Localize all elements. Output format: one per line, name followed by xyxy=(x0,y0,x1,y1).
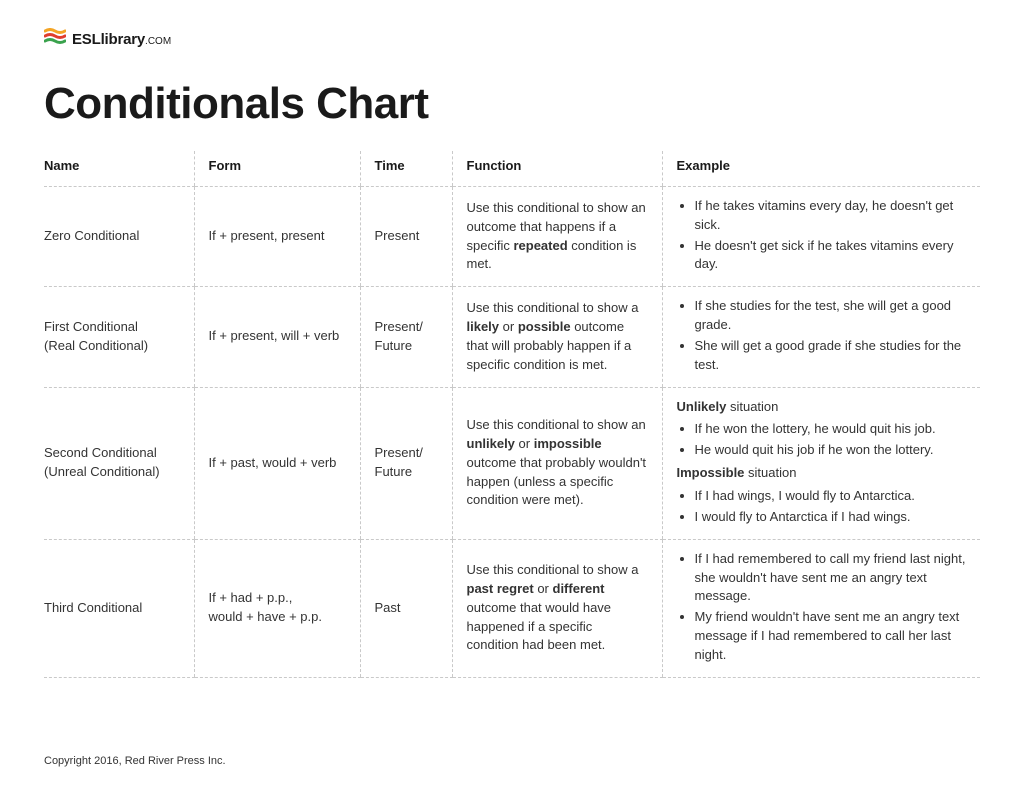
table-header-row: Name Form Time Function Example xyxy=(44,151,980,186)
cell-form: If + present, will + verb xyxy=(194,287,360,387)
cell-function: Use this conditional to show an unlikely… xyxy=(452,387,662,539)
cell-time: Past xyxy=(360,539,452,677)
copyright-footer: Copyright 2016, Red River Press Inc. xyxy=(44,755,226,767)
brand-library: library xyxy=(101,31,145,48)
cell-form: If + present, present xyxy=(194,186,360,286)
cell-name: First Conditional(Real Conditional) xyxy=(44,287,194,387)
cell-form: If + past, would + verb xyxy=(194,387,360,539)
cell-time: Present xyxy=(360,186,452,286)
cell-example: If she studies for the test, she will ge… xyxy=(662,287,980,387)
col-time: Time xyxy=(360,151,452,186)
table-row: First Conditional(Real Conditional)If + … xyxy=(44,287,980,387)
table-row: Second Conditional(Unreal Conditional)If… xyxy=(44,387,980,539)
table-row: Zero ConditionalIf + present, presentPre… xyxy=(44,186,980,286)
cell-function: Use this conditional to show a likely or… xyxy=(452,287,662,387)
cell-example: If I had remembered to call my friend la… xyxy=(662,539,980,677)
col-function: Function xyxy=(452,151,662,186)
table-row: Third ConditionalIf + had + p.p.,would +… xyxy=(44,539,980,677)
conditionals-table: Name Form Time Function Example Zero Con… xyxy=(44,151,980,678)
cell-name: Third Conditional xyxy=(44,539,194,677)
cell-function: Use this conditional to show an outcome … xyxy=(452,186,662,286)
cell-name: Zero Conditional xyxy=(44,186,194,286)
cell-name: Second Conditional(Unreal Conditional) xyxy=(44,387,194,539)
logo-icon xyxy=(44,28,66,51)
brand-esl: ESL xyxy=(72,31,101,48)
page-title: Conditionals Chart xyxy=(44,79,980,129)
brand-suffix: .COM xyxy=(145,36,171,47)
cell-function: Use this conditional to show a past regr… xyxy=(452,539,662,677)
cell-example: If he takes vitamins every day, he doesn… xyxy=(662,186,980,286)
cell-form: If + had + p.p.,would + have + p.p. xyxy=(194,539,360,677)
col-name: Name xyxy=(44,151,194,186)
cell-example: Unlikely situationIf he won the lottery,… xyxy=(662,387,980,539)
cell-time: Present/Future xyxy=(360,387,452,539)
brand-text: ESLlibrary.COM xyxy=(72,31,171,48)
col-form: Form xyxy=(194,151,360,186)
brand-logo: ESLlibrary.COM xyxy=(44,28,980,51)
cell-time: Present/Future xyxy=(360,287,452,387)
col-example: Example xyxy=(662,151,980,186)
